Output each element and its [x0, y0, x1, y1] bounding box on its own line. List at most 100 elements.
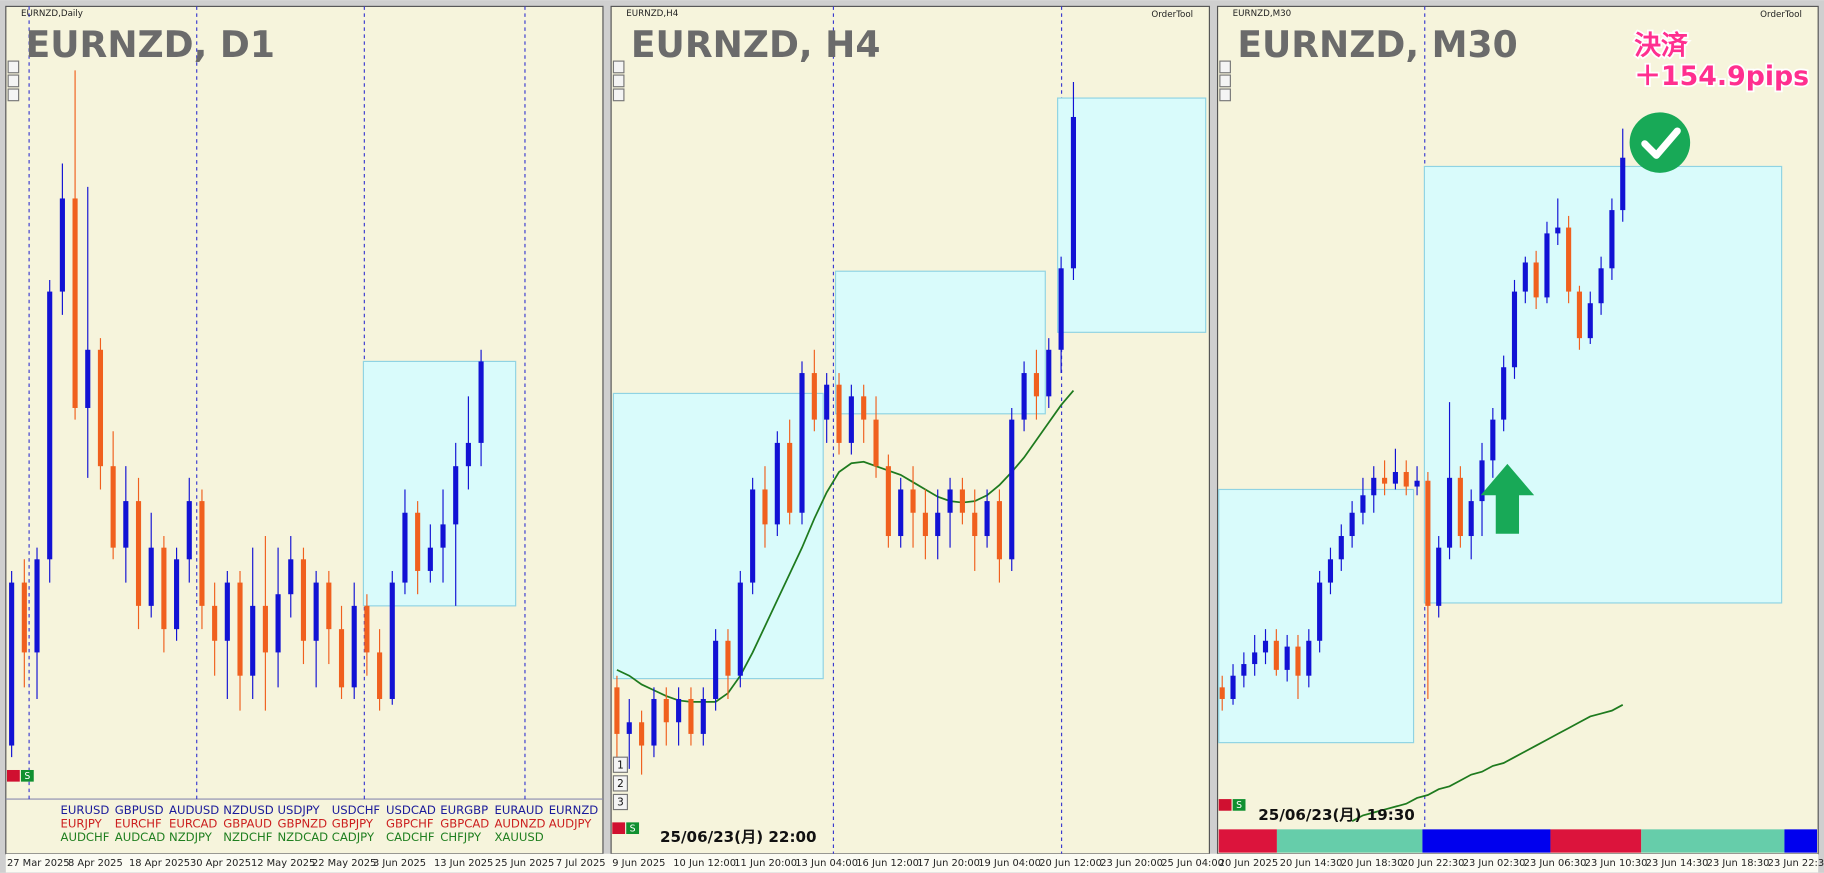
symbol-button[interactable]: AUDJPY: [549, 817, 593, 831]
candle-body: [935, 512, 941, 537]
chart-symbol-title: EURNZD, M30: [1237, 24, 1517, 66]
candle-body: [1219, 687, 1225, 699]
x-tick-label: 23 Jun 22:30: [1768, 858, 1824, 869]
candle-body: [212, 605, 218, 641]
candle-body: [1522, 262, 1528, 292]
symbol-button[interactable]: GBPNZD: [277, 817, 327, 831]
chart-symbol-title: EURNZD, H4: [631, 24, 881, 66]
candle-body: [1241, 664, 1247, 676]
bar-segment: [1784, 829, 1818, 853]
x-tick-label: 23 Jun 02:30: [1463, 858, 1526, 869]
candle-body: [700, 698, 706, 734]
symbol-button[interactable]: USDCAD: [386, 803, 436, 817]
side-button[interactable]: [612, 793, 628, 811]
side-button[interactable]: [612, 775, 628, 792]
scroll-button[interactable]: [7, 88, 20, 102]
candle-body: [799, 373, 805, 513]
candle-body: [402, 512, 408, 583]
zone-box: [834, 270, 1046, 415]
candle-body: [262, 605, 268, 653]
candle-body: [237, 582, 243, 676]
symbol-button[interactable]: AUDCAD: [115, 830, 165, 844]
candle-body: [364, 605, 370, 653]
symbol-button[interactable]: NZDCAD: [277, 830, 328, 844]
scroll-button[interactable]: [1219, 74, 1231, 88]
candle-body: [1544, 233, 1550, 298]
entry-arrow: [1480, 463, 1535, 534]
moving-average: [1351, 704, 1624, 822]
symbol-button[interactable]: USDJPY: [277, 803, 320, 817]
candle-body: [1317, 582, 1323, 641]
side-button[interactable]: [612, 756, 628, 773]
s-button-bg[interactable]: [20, 769, 34, 782]
symbol-button[interactable]: AUDNZD: [494, 817, 545, 831]
symbol-button[interactable]: CADJPY: [332, 830, 375, 844]
symbol-button[interactable]: NZDCHF: [223, 830, 272, 844]
scroll-button[interactable]: [612, 60, 625, 74]
candle-body: [688, 698, 694, 734]
s-button: S: [630, 823, 636, 834]
candle-body: [313, 582, 319, 641]
symbol-button[interactable]: GBPAUD: [223, 817, 272, 831]
symbol-button[interactable]: GBPCHF: [386, 817, 434, 831]
s-button-bg[interactable]: [1232, 799, 1246, 811]
candle-body: [910, 489, 916, 513]
x-tick-label: 19 Jun 04:00: [978, 858, 1041, 869]
x-tick-label: 27 Mar 2025: [7, 858, 70, 869]
symbol-button[interactable]: GBPCAD: [440, 817, 489, 831]
symbol-button[interactable]: EURAUD: [494, 803, 543, 817]
symbol-button[interactable]: CADCHF: [386, 830, 435, 844]
symbol-button[interactable]: USDCHF: [332, 803, 381, 817]
scroll-button[interactable]: [1219, 60, 1231, 74]
candle-body: [1058, 268, 1064, 350]
candle-body: [1284, 646, 1290, 670]
symbol-button[interactable]: EURCHF: [115, 817, 162, 831]
symbol-button[interactable]: GBPJPY: [332, 817, 374, 831]
zone-box: [1218, 488, 1415, 744]
symbol-button[interactable]: EURNZD: [549, 803, 599, 817]
x-tick-label: 23 Jun 06:30: [1524, 858, 1587, 869]
symbol-button[interactable]: EURCAD: [169, 817, 217, 831]
side-button-label: 1: [617, 759, 624, 771]
s-button-bg[interactable]: [626, 822, 640, 835]
candle-body: [440, 524, 446, 548]
x-tick-label: 23 Jun 14:30: [1646, 858, 1709, 869]
x-tick-label: 9 Jun 2025: [612, 858, 665, 869]
candle-body: [1273, 640, 1279, 670]
candle-body: [1295, 646, 1301, 676]
symbol-button[interactable]: XAUUSD: [494, 830, 543, 844]
symbol-button[interactable]: AUDCHF: [61, 830, 110, 844]
scroll-button[interactable]: [7, 60, 20, 74]
candle-body: [848, 396, 854, 443]
scroll-button[interactable]: [612, 88, 625, 102]
symbol-button[interactable]: AUDUSD: [169, 803, 219, 817]
symbol-button[interactable]: GBPUSD: [115, 803, 164, 817]
symbol-button[interactable]: EURGBP: [440, 803, 488, 817]
scroll-button[interactable]: [1219, 88, 1231, 102]
symbol-button[interactable]: EURJPY: [61, 817, 103, 831]
panel-content: EURNZD,M30 EURNZD, M30 OrderTool 25/06/23(月…: [1218, 9, 1824, 869]
candle-body: [300, 559, 307, 641]
zone-box: [612, 392, 824, 680]
x-tick-label: 12 May 2025: [251, 858, 315, 869]
candle-body: [725, 640, 731, 676]
candle-body: [614, 687, 620, 734]
x-tick-label: 10 Jun 12:00: [673, 858, 736, 869]
x-tick-label: 25 Jun 04:00: [1161, 858, 1224, 869]
x-tick-label: 30 Apr 2025: [190, 858, 251, 869]
chart-caption: EURNZD,Daily: [21, 9, 83, 19]
symbol-button[interactable]: NZDJPY: [169, 830, 213, 844]
x-tick-label: 20 Jun 18:30: [1341, 858, 1404, 869]
candle-body: [1338, 536, 1344, 560]
candle-body: [1620, 157, 1626, 211]
symbol-button[interactable]: EURUSD: [61, 803, 110, 817]
candle-body: [1609, 210, 1615, 269]
symbol-button[interactable]: NZDUSD: [223, 803, 273, 817]
candle-body: [1511, 291, 1518, 368]
state-bar: [1218, 829, 1818, 853]
scroll-button[interactable]: [7, 74, 20, 88]
symbol-button[interactable]: CHFJPY: [440, 830, 482, 844]
scroll-button[interactable]: [612, 74, 625, 88]
x-tick-label: 23 Jun 20:00: [1100, 858, 1163, 869]
candle-body: [1371, 477, 1377, 496]
